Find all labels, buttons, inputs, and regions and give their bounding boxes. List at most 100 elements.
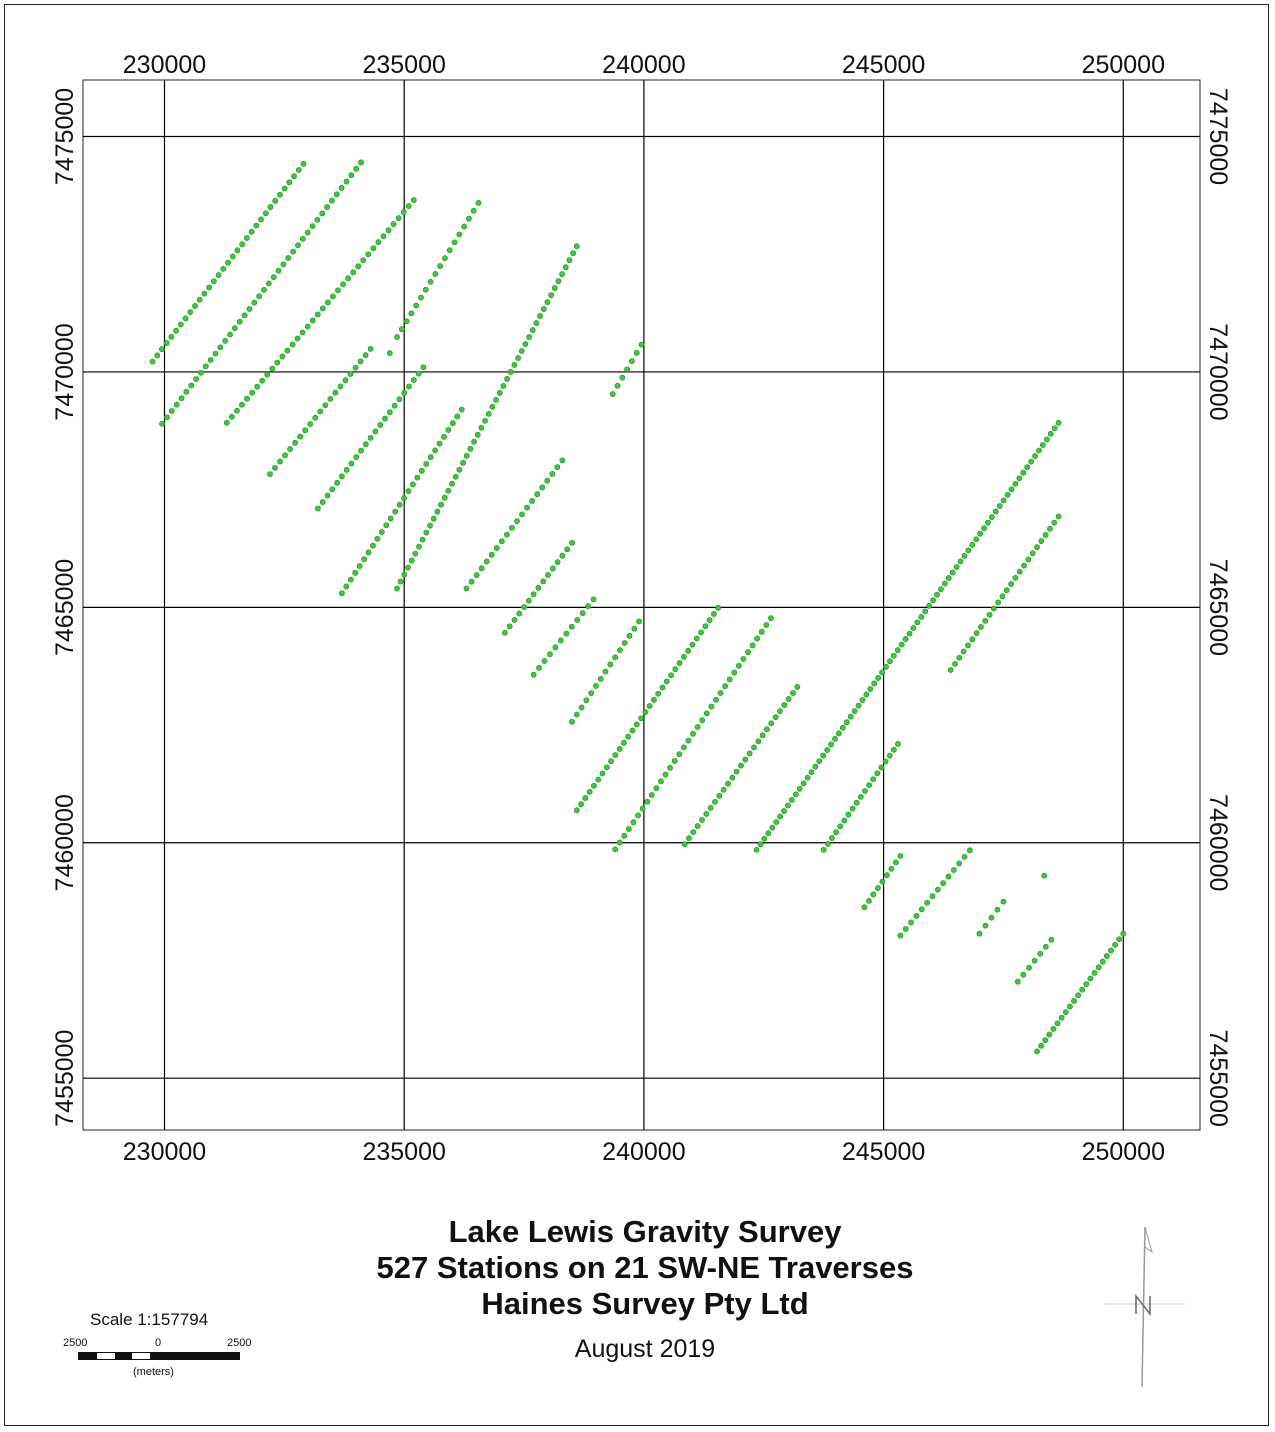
gravity-station [549, 471, 556, 477]
gravity-station [347, 371, 354, 377]
gravity-station [554, 559, 561, 566]
gravity-station [1032, 453, 1038, 459]
gravity-station [470, 207, 477, 214]
gravity-station [192, 303, 198, 309]
gravity-station [358, 159, 364, 166]
gravity-station [383, 522, 390, 529]
gravity-station [717, 690, 724, 696]
gravity-station [612, 654, 619, 661]
gravity-station [501, 629, 508, 636]
gravity-station [607, 661, 614, 668]
gravity-station [386, 350, 393, 356]
gravity-station [1003, 587, 1010, 594]
gravity-station [547, 651, 553, 658]
gravity-station [949, 569, 956, 576]
gravity-station [897, 853, 904, 859]
gravity-station [210, 278, 217, 285]
gravity-station [1016, 568, 1023, 575]
gravity-station [879, 878, 886, 885]
gravity-station [837, 823, 844, 830]
gravity-station [599, 770, 606, 777]
gravity-station [788, 797, 795, 803]
gravity-station [1051, 425, 1058, 432]
gravity-station [401, 390, 408, 396]
gravity-station [1041, 872, 1048, 879]
gravity-station [569, 718, 575, 725]
y-tick-label-left: 7465000 [51, 559, 79, 656]
gravity-station [1066, 1003, 1073, 1010]
gravity-station [522, 341, 529, 347]
gravity-station [882, 758, 889, 765]
gravity-station [792, 791, 799, 798]
gravity-station [758, 628, 765, 635]
gravity-station [287, 446, 294, 452]
gravity-station [763, 622, 770, 628]
gravity-station [353, 165, 360, 172]
gravity-station [564, 546, 571, 553]
map-title-line-3: Haines Survey Pty Ltd [481, 1286, 809, 1321]
gravity-station [239, 241, 246, 248]
gravity-station [588, 690, 595, 697]
gravity-station [284, 347, 291, 354]
gravity-station [977, 530, 984, 537]
gravity-station [655, 690, 662, 697]
gravity-station [794, 684, 801, 690]
gravity-station [342, 377, 349, 384]
gravity-station [956, 860, 963, 867]
gravity-station [355, 263, 362, 270]
gravity-station [886, 752, 893, 759]
gravity-station [1095, 964, 1102, 971]
gravity-station [168, 408, 175, 414]
gravity-station [312, 414, 319, 421]
map-layout-frame [4, 4, 1269, 1426]
gravity-station [367, 434, 374, 441]
x-tick-label-top: 235000 [362, 51, 445, 79]
gravity-station [548, 292, 554, 299]
gravity-station [918, 906, 925, 913]
gravity-station [768, 615, 774, 622]
gravity-station [715, 604, 722, 611]
gravity-station [738, 762, 744, 769]
gravity-station [999, 593, 1006, 600]
gravity-station [614, 382, 621, 389]
gravity-station [845, 811, 852, 818]
gravity-station [952, 660, 958, 667]
gravity-station [755, 738, 762, 745]
gravity-station [382, 415, 388, 422]
gravity-station [438, 501, 444, 508]
gravity-station [1004, 491, 1011, 498]
gravity-station [672, 666, 679, 673]
gravity-station [573, 711, 580, 718]
gravity-station [828, 741, 834, 748]
gravity-station [246, 306, 253, 312]
gravity-station [642, 709, 649, 716]
gravity-station [530, 671, 537, 678]
gravity-station [432, 447, 438, 454]
gravity-station [1055, 513, 1062, 520]
scale-label: Scale 1:157794 [90, 1310, 209, 1329]
gravity-station [329, 197, 335, 204]
y-tick-label-right: 7465000 [1204, 559, 1232, 656]
gravity-station [990, 605, 997, 612]
gravity-station [735, 662, 742, 669]
y-tick-label-right: 7470000 [1204, 323, 1232, 420]
gravity-station [994, 906, 1001, 913]
gravity-station [597, 675, 604, 682]
gravity-station [621, 739, 627, 746]
gravity-station [304, 229, 311, 236]
gravity-station [969, 541, 976, 548]
gravity-station [488, 551, 495, 558]
gravity-station [574, 616, 581, 623]
gravity-station [648, 792, 655, 798]
gravity-station [1120, 930, 1127, 937]
gravity-station [985, 519, 991, 526]
gravity-station [1031, 957, 1038, 964]
gravity-station [950, 867, 957, 873]
gravity-station [215, 272, 222, 278]
gravity-station [324, 492, 331, 499]
x-tick-label-bottom: 250000 [1082, 1138, 1165, 1166]
gravity-station [612, 752, 619, 758]
gravity-station [281, 185, 288, 192]
gravity-station [529, 327, 536, 333]
gravity-station [617, 647, 623, 654]
